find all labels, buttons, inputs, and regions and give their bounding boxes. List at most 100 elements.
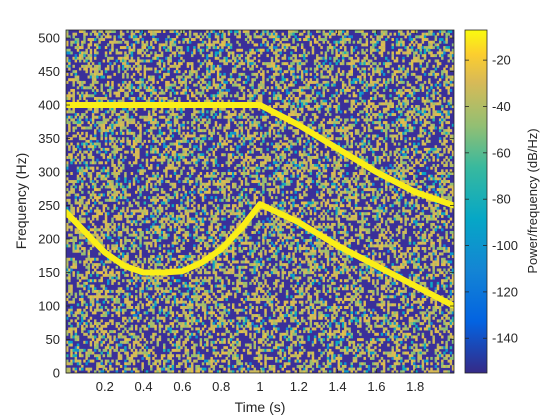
- noise-cell: [251, 67, 254, 71]
- noise-cell: [203, 217, 207, 221]
- noise-cell: [210, 99, 213, 103]
- noise-cell: [156, 367, 159, 371]
- noise-cell: [85, 212, 88, 216]
- noise-cell: [180, 201, 183, 205]
- noise-cell: [186, 367, 190, 371]
- noise-cell: [115, 217, 119, 221]
- noise-cell: [171, 311, 175, 315]
- noise-cell: [251, 230, 254, 234]
- noise-cell: [78, 115, 82, 119]
- noise-cell: [143, 123, 147, 127]
- noise-cell: [169, 182, 172, 186]
- noise-cell: [242, 198, 246, 202]
- noise-cell: [104, 198, 108, 202]
- noise-cell: [100, 107, 103, 111]
- noise-cell: [143, 83, 147, 87]
- noise-cell: [145, 340, 149, 344]
- noise-cell: [130, 319, 134, 323]
- noise-cell: [104, 322, 108, 326]
- noise-cell: [225, 80, 228, 84]
- noise-cell: [247, 59, 250, 63]
- noise-cell: [128, 59, 131, 63]
- noise-cell: [171, 43, 175, 47]
- noise-cell: [195, 335, 198, 339]
- noise-cell: [83, 96, 86, 100]
- noise-cell: [152, 32, 155, 36]
- noise-cell: [106, 244, 110, 248]
- noise-cell: [94, 48, 97, 52]
- noise-cell: [208, 362, 211, 366]
- noise-cell: [249, 335, 252, 339]
- noise-cell: [147, 30, 151, 33]
- noise-cell: [74, 354, 78, 358]
- noise-cell: [113, 38, 116, 42]
- noise-cell: [72, 32, 75, 36]
- noise-cell: [188, 273, 192, 277]
- noise-cell: [139, 233, 142, 237]
- noise-cell: [216, 182, 220, 186]
- noise-cell: [66, 206, 69, 210]
- noise-cell: [165, 201, 168, 205]
- noise-cell: [203, 314, 207, 318]
- noise-cell: [158, 236, 162, 240]
- noise-cell: [100, 185, 103, 189]
- noise-cell: [150, 83, 153, 87]
- noise-cell: [225, 62, 228, 66]
- noise-cell: [242, 233, 246, 237]
- noise-cell: [100, 340, 103, 344]
- noise-cell: [197, 59, 200, 63]
- noise-cell: [117, 247, 121, 251]
- noise-cell: [89, 206, 93, 210]
- noise-cell: [150, 121, 153, 125]
- noise-cell: [184, 88, 188, 92]
- noise-cell: [165, 121, 168, 125]
- noise-cell: [175, 48, 179, 52]
- noise-cell: [219, 233, 222, 237]
- noise-cell: [221, 348, 224, 352]
- noise-cell: [251, 83, 254, 87]
- noise-cell: [171, 338, 175, 342]
- noise-cell: [199, 180, 203, 184]
- noise-cell: [147, 281, 151, 285]
- noise-cell: [124, 322, 127, 326]
- noise-cell: [139, 126, 142, 130]
- noise-cell: [236, 343, 239, 347]
- noise-cell: [156, 260, 159, 264]
- noise-cell: [214, 279, 218, 283]
- noise-cell: [238, 198, 241, 202]
- noise-cell: [130, 295, 134, 299]
- noise-cell: [180, 48, 183, 52]
- noise-cell: [68, 147, 71, 151]
- noise-cell: [139, 330, 142, 334]
- noise-cell: [132, 359, 136, 363]
- noise-cell: [68, 225, 71, 229]
- noise-cell: [72, 134, 75, 138]
- noise-cell: [251, 297, 254, 301]
- noise-cell: [91, 295, 95, 299]
- noise-cell: [128, 214, 131, 218]
- noise-cell: [193, 287, 196, 291]
- noise-cell: [117, 88, 121, 92]
- noise-cell: [169, 188, 172, 192]
- noise-cell: [229, 228, 233, 232]
- noise-cell: [210, 225, 213, 229]
- noise-cell: [251, 86, 254, 90]
- noise-cell: [147, 196, 151, 200]
- noise-cell: [238, 32, 241, 36]
- noise-cell: [195, 214, 198, 218]
- noise-cell: [141, 43, 144, 47]
- noise-cell: [100, 362, 103, 366]
- noise-cell: [122, 158, 125, 162]
- noise-cell: [249, 297, 252, 301]
- noise-cell: [87, 155, 91, 159]
- noise-cell: [167, 193, 170, 197]
- noise-cell: [219, 303, 222, 307]
- noise-cell: [169, 155, 172, 159]
- noise-cell: [251, 370, 254, 373]
- noise-cell: [87, 107, 91, 111]
- noise-cell: [126, 273, 129, 277]
- noise-cell: [106, 193, 110, 197]
- noise-cell: [227, 268, 231, 272]
- noise-cell: [160, 356, 164, 360]
- noise-cell: [117, 271, 121, 275]
